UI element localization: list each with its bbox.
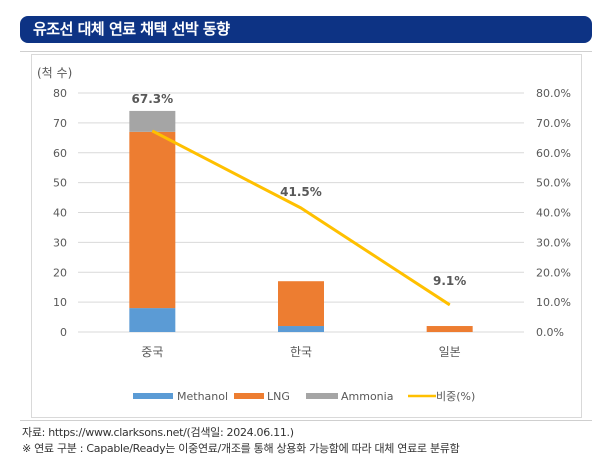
bar-methanol: [278, 326, 324, 332]
bar-lng: [426, 326, 473, 332]
legend-label: Methanol: [177, 390, 228, 403]
fuel-classification-note: ※ 연료 구분 : Capable/Ready는 이중연료/개조를 통해 상용화…: [22, 442, 460, 455]
bar-lng: [129, 131, 176, 309]
data-label: 41.5%: [280, 185, 322, 199]
legend-swatch-lng: [234, 393, 264, 399]
y2-tick-label: 60.0%: [536, 147, 571, 160]
y-tick-label: 50: [53, 177, 67, 190]
legend-label: LNG: [267, 390, 290, 403]
line-share-percent: [151, 129, 451, 307]
y-tick-label: 30: [53, 236, 67, 249]
y2-tick-label: 10.0%: [536, 296, 571, 309]
y2-tick-label: 0.0%: [536, 326, 564, 339]
top-divider: [20, 51, 592, 52]
y2-tick-label: 80.0%: [536, 87, 571, 100]
y-tick-label: 20: [53, 266, 67, 279]
y2-tick-label: 50.0%: [536, 177, 571, 190]
chart-title: 유조선 대체 연료 채택 선박 동향: [33, 20, 230, 38]
bar-methanol: [129, 308, 176, 332]
legend-swatch-methanol: [133, 393, 173, 399]
y-tick-label: 80: [53, 87, 67, 100]
y-tick-label: 10: [53, 296, 67, 309]
x-tick-label: 중국: [141, 345, 163, 359]
chart-title-bar: 유조선 대체 연료 채택 선박 동향: [20, 16, 592, 43]
legend-label: Ammonia: [341, 390, 393, 403]
y2-tick-label: 20.0%: [536, 266, 571, 279]
chart-frame: [31, 54, 582, 418]
line-point: [449, 304, 451, 306]
legend-label: 비중(%): [436, 390, 475, 403]
x-tick-label: 한국: [290, 345, 312, 359]
y-tick-label: 40: [53, 207, 67, 220]
data-label: 9.1%: [433, 274, 466, 288]
line-point: [300, 207, 302, 209]
y2-tick-label: 30.0%: [536, 236, 571, 249]
y-tick-label: 0: [60, 326, 67, 339]
bar-ammonia: [129, 110, 176, 132]
y2-tick-label: 40.0%: [536, 207, 571, 220]
line-point: [151, 130, 153, 132]
bar-lng: [278, 281, 324, 327]
bottom-divider: [20, 420, 592, 421]
data-label: 67.3%: [132, 92, 174, 106]
y-axis-label: (척 수): [37, 66, 72, 80]
y-tick-label: 70: [53, 117, 67, 130]
x-tick-label: 일본: [439, 345, 461, 359]
y2-tick-label: 70.0%: [536, 117, 571, 130]
y-tick-label: 60: [53, 147, 67, 160]
legend-swatch-ammonia: [306, 393, 338, 399]
source-note: 자료: https://www.clarksons.net/(검색일: 2024…: [22, 426, 294, 439]
